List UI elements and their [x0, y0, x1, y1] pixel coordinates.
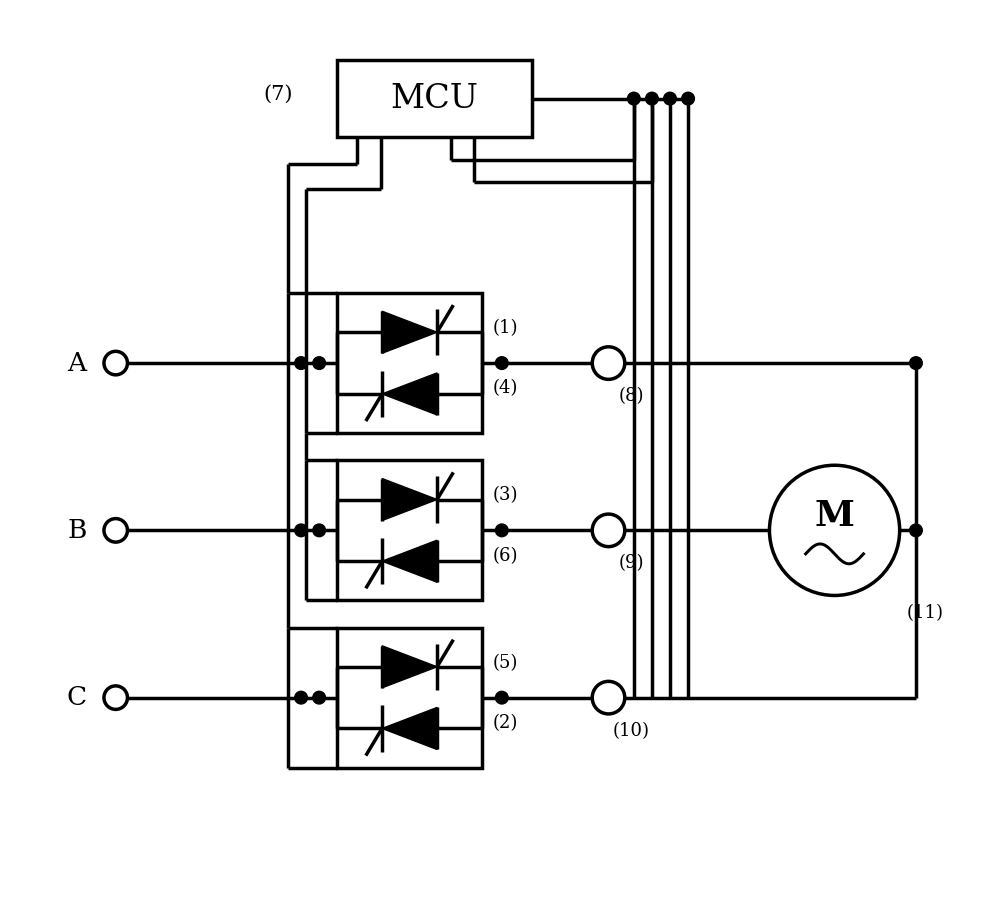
Circle shape [627, 93, 640, 105]
Text: B: B [67, 518, 87, 543]
Circle shape [313, 524, 325, 537]
Text: (4): (4) [493, 379, 518, 397]
Bar [337, 628, 482, 767]
Text: MCU: MCU [390, 83, 478, 114]
Circle shape [592, 514, 625, 547]
Text: M: M [815, 499, 855, 533]
Circle shape [664, 93, 676, 105]
Bar [337, 460, 482, 600]
Circle shape [910, 524, 922, 537]
Text: (2): (2) [493, 714, 518, 732]
Polygon shape [382, 707, 437, 749]
Text: (5): (5) [493, 654, 518, 671]
Circle shape [682, 93, 694, 105]
Circle shape [495, 356, 508, 369]
Text: A: A [67, 351, 86, 375]
Circle shape [592, 681, 625, 714]
Circle shape [313, 356, 325, 369]
Text: (3): (3) [493, 486, 518, 504]
Circle shape [104, 519, 127, 542]
Circle shape [295, 356, 307, 369]
Circle shape [495, 691, 508, 704]
Circle shape [295, 524, 307, 537]
Polygon shape [382, 373, 437, 414]
Polygon shape [382, 541, 437, 582]
Circle shape [295, 691, 307, 704]
Circle shape [104, 351, 127, 375]
Circle shape [104, 686, 127, 709]
Circle shape [495, 524, 508, 537]
Bar [337, 60, 532, 137]
Text: C: C [67, 685, 87, 710]
Circle shape [910, 356, 922, 369]
Polygon shape [382, 646, 437, 688]
Bar [337, 293, 482, 434]
Text: (7): (7) [264, 84, 293, 103]
Circle shape [313, 691, 325, 704]
Text: (1): (1) [493, 319, 518, 337]
Text: (9): (9) [618, 554, 644, 572]
Text: (11): (11) [907, 604, 944, 622]
Circle shape [592, 346, 625, 379]
Text: (10): (10) [613, 722, 650, 739]
Text: (6): (6) [493, 547, 518, 564]
Text: (8): (8) [618, 387, 644, 405]
Polygon shape [382, 479, 437, 521]
Circle shape [646, 93, 658, 105]
Polygon shape [382, 311, 437, 353]
